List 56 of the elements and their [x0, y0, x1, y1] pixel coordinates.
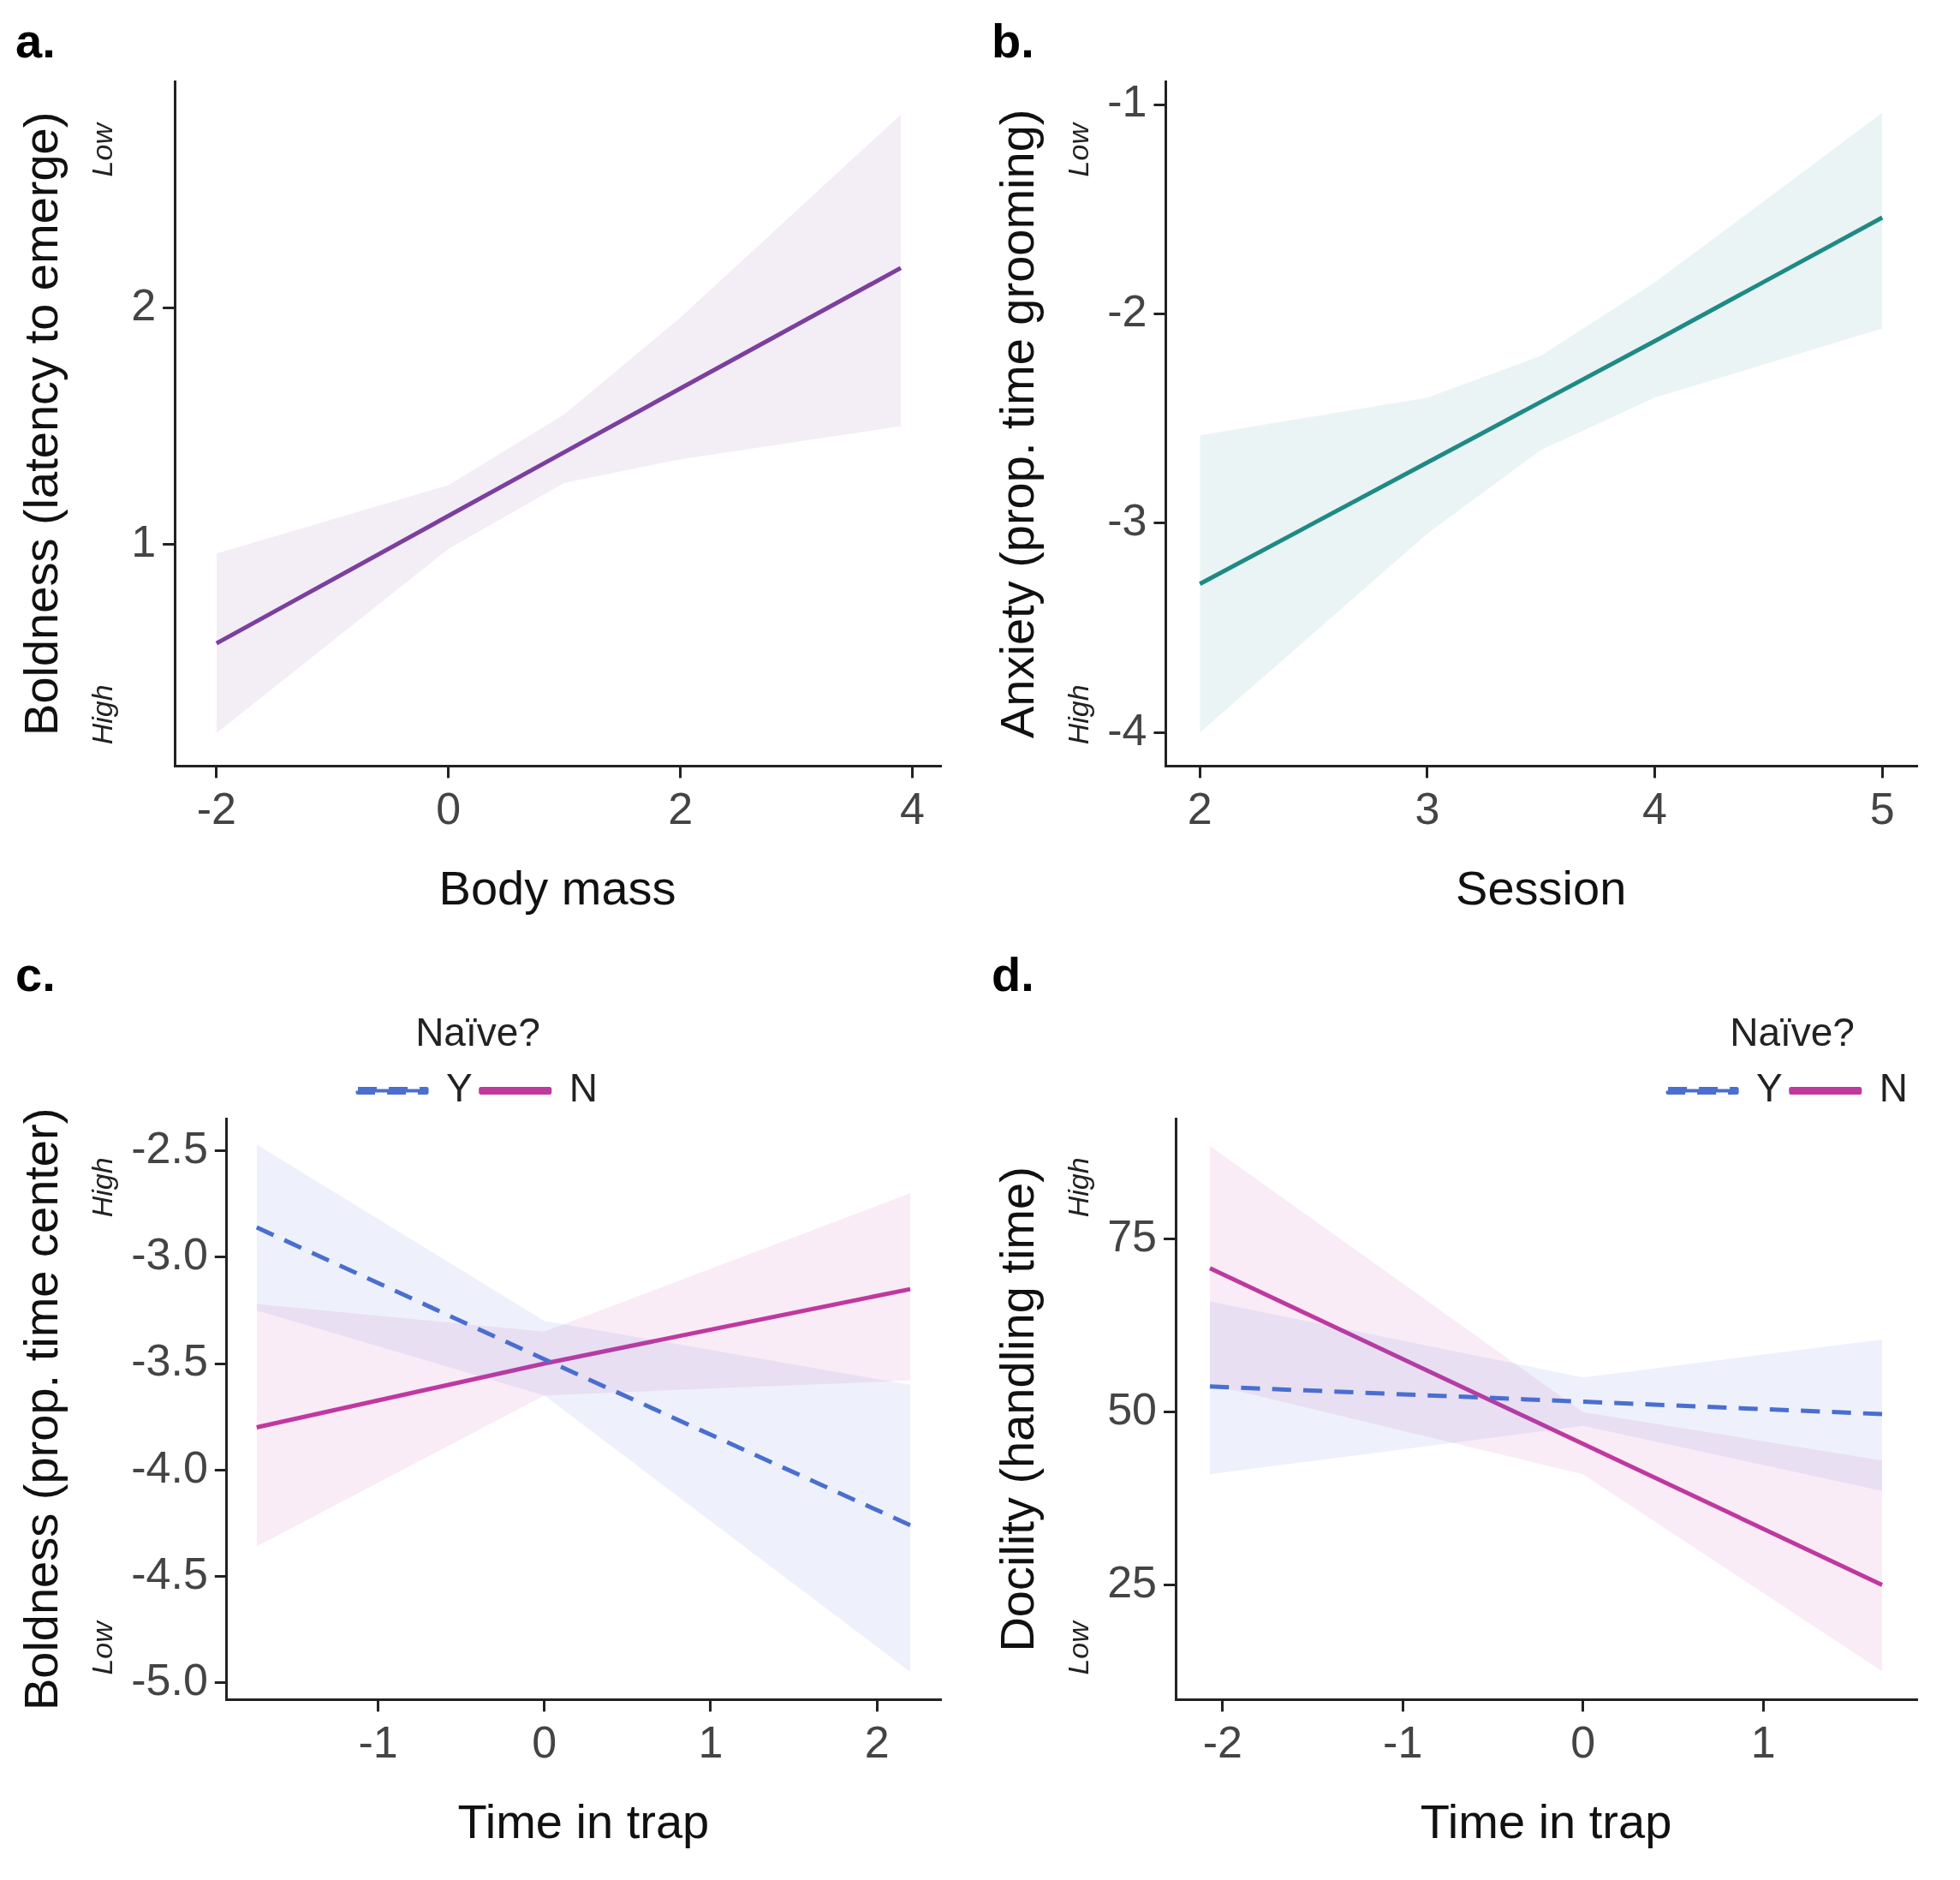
chart-title: b. — [992, 14, 1034, 69]
y-tick-label: -3 — [1107, 495, 1147, 546]
x-axis-title: Session — [1456, 860, 1627, 915]
y-axis-title: Boldness (latency to emerge) — [14, 111, 69, 736]
legend-label: Y — [446, 1065, 473, 1111]
y-tick-label: -4.0 — [131, 1441, 208, 1492]
legend-label: N — [569, 1065, 598, 1111]
y-tick-label: 25 — [1107, 1556, 1158, 1607]
y-axis-title: Docility (handling time) — [990, 1167, 1045, 1652]
text: Low — [85, 121, 118, 177]
x-tick-label: -2 — [1202, 1716, 1242, 1767]
x-tick-label: 2 — [668, 783, 694, 833]
y-tick-label: 50 — [1107, 1383, 1158, 1434]
x-tick-label: 1 — [1750, 1716, 1776, 1767]
x-tick-label: 5 — [1869, 783, 1895, 833]
x-tick-label: 0 — [436, 783, 462, 833]
x-tick-label: 3 — [1415, 783, 1440, 833]
y-tick-label: 2 — [131, 280, 157, 331]
text: High — [1061, 684, 1094, 745]
text: High — [85, 684, 118, 745]
x-axis-title: Body mass — [438, 860, 676, 915]
y-tick-label: -2.5 — [131, 1123, 208, 1173]
y-tick-label: -5.0 — [131, 1654, 208, 1704]
chart-title: d. — [992, 947, 1034, 1002]
text: Low — [85, 1619, 118, 1675]
y-axis-title: Boldness (prop. time center) — [14, 1107, 69, 1711]
x-tick-label: -1 — [1383, 1716, 1423, 1767]
x-tick-label: 1 — [698, 1716, 724, 1767]
chart-title: a. — [15, 14, 56, 69]
x-tick-label: 4 — [1642, 783, 1667, 833]
y-tick-label: 75 — [1107, 1211, 1158, 1262]
text: Low — [1061, 1619, 1094, 1675]
y-tick-label: -2 — [1107, 285, 1147, 336]
text: High — [1061, 1157, 1094, 1218]
y-tick-label: -1 — [1107, 76, 1147, 127]
chart-title: c. — [15, 947, 56, 1002]
x-axis-title: Time in trap — [457, 1793, 710, 1848]
x-tick-label: -1 — [358, 1716, 398, 1767]
text: Low — [1061, 121, 1094, 177]
legend-title: Naïve? — [415, 1009, 540, 1054]
x-tick-label: 0 — [1570, 1716, 1596, 1767]
x-tick-label: 2 — [1187, 783, 1212, 833]
x-tick-label: 2 — [864, 1716, 890, 1767]
x-tick-label: 0 — [532, 1716, 557, 1767]
y-tick-label: -3.5 — [131, 1335, 208, 1386]
x-tick-label: 4 — [900, 783, 925, 833]
legend-title: Naïve? — [1730, 1009, 1855, 1054]
y-tick-label: -3.0 — [131, 1229, 208, 1280]
y-tick-label: 1 — [131, 516, 157, 566]
x-axis-title: Time in trap — [1420, 1793, 1672, 1848]
y-axis-title: Anxiety (prop. time grooming) — [990, 109, 1045, 739]
y-tick-label: -4 — [1107, 704, 1147, 755]
legend-label: Y — [1756, 1065, 1783, 1111]
text: High — [85, 1157, 118, 1218]
y-tick-label: -4.5 — [131, 1548, 208, 1598]
legend-label: N — [1879, 1065, 1909, 1111]
